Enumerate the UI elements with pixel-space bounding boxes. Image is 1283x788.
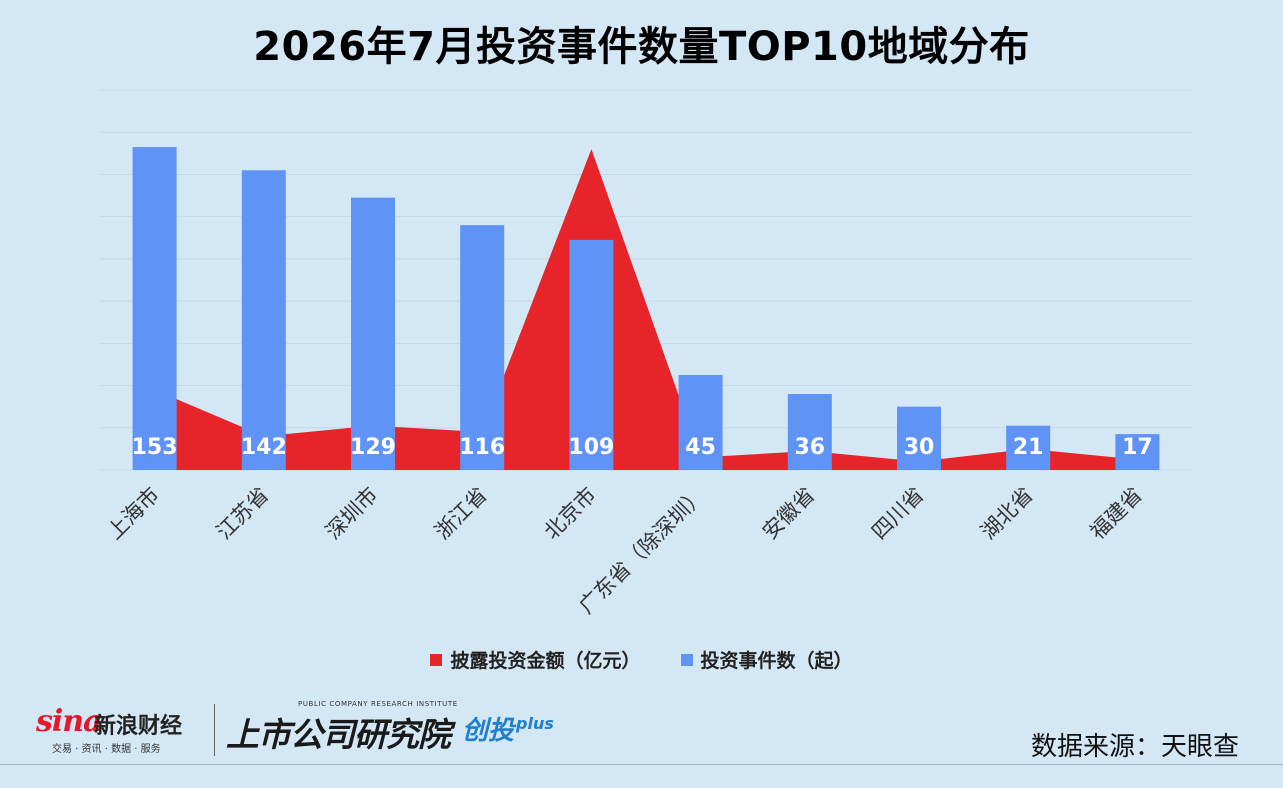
count-bar[interactable] [787, 394, 832, 470]
legend-item-amount[interactable]: 披露投资金额（亿元） [430, 646, 641, 673]
sina-tagline: 交易 · 资讯 · 数据 · 服务 [52, 744, 161, 755]
sina-wordmark: sina [36, 704, 103, 739]
count-series [132, 147, 1160, 470]
category-label: 深圳市 [321, 483, 383, 545]
category-label: 福建省 [1085, 483, 1147, 545]
chart-title: 2026年7月投资事件数量TOP10地域分布 [253, 24, 1030, 70]
data-labels: 153 142 129 116 109 45 36 30 21 17 [132, 435, 1153, 460]
count-bar[interactable] [132, 147, 177, 470]
count-bar[interactable] [1115, 434, 1160, 470]
institute-name: 上市公司研究院 [226, 715, 451, 754]
count-data-label: 17 [1122, 435, 1153, 460]
category-label: 浙江省 [430, 483, 492, 545]
category-label: 北京市 [539, 483, 601, 545]
chart-area: 153 142 129 116 109 45 36 30 21 17 上海市 江苏省 深圳市 浙江省 北京… [100, 89, 1192, 619]
legend-swatch-amount [430, 653, 443, 666]
legend-label-count: 投资事件数（起） [700, 650, 853, 672]
category-label: 上海市 [103, 483, 165, 545]
legend-label-amount: 披露投资金额（亿元） [450, 650, 641, 672]
count-data-label: 109 [568, 435, 614, 460]
count-bar[interactable] [460, 225, 505, 470]
count-data-label: 30 [904, 435, 935, 460]
footer-rule [0, 764, 1283, 765]
institute-logo: PUBLIC COMPANY RESEARCH INSTITUTE 上市公司研究… [226, 698, 606, 758]
count-data-label: 21 [1013, 435, 1044, 460]
amount-series [154, 149, 1138, 470]
amount-area [154, 149, 1138, 470]
count-data-label: 45 [685, 435, 716, 460]
category-label: 湖北省 [976, 483, 1038, 545]
data-source: 数据来源：天眼查 [1030, 732, 1239, 762]
plus-text: plus [516, 714, 554, 734]
count-bar[interactable] [569, 239, 614, 470]
count-data-label: 153 [132, 435, 178, 460]
category-label: 四川省 [867, 483, 929, 545]
legend-swatch-count [680, 653, 693, 666]
logo-divider [214, 704, 215, 756]
legend: 披露投资金额（亿元） 投资事件数（起） [0, 646, 1283, 673]
sina-finance-logo: sina 新浪财经 交易 · 资讯 · 数据 · 服务 [36, 704, 206, 755]
count-data-label: 129 [350, 435, 396, 460]
count-bar[interactable] [1006, 425, 1051, 470]
count-bar[interactable] [351, 197, 395, 470]
legend-item-count[interactable]: 投资事件数（起） [680, 646, 853, 673]
chuangtou-plus-logo: 创投 plus [462, 710, 554, 747]
institute-english-name: PUBLIC COMPANY RESEARCH INSTITUTE [298, 700, 458, 708]
count-data-label: 142 [241, 435, 287, 460]
chuangtou-text: 创投 [462, 716, 515, 746]
category-label: 江苏省 [212, 483, 274, 545]
count-data-label: 116 [459, 435, 505, 460]
sina-cn-name: 新浪财经 [94, 714, 183, 739]
count-bar[interactable] [241, 170, 286, 470]
count-data-label: 36 [794, 435, 825, 460]
count-bar[interactable] [897, 406, 941, 470]
category-label: 安徽省 [758, 483, 820, 545]
count-bar[interactable] [678, 375, 723, 470]
